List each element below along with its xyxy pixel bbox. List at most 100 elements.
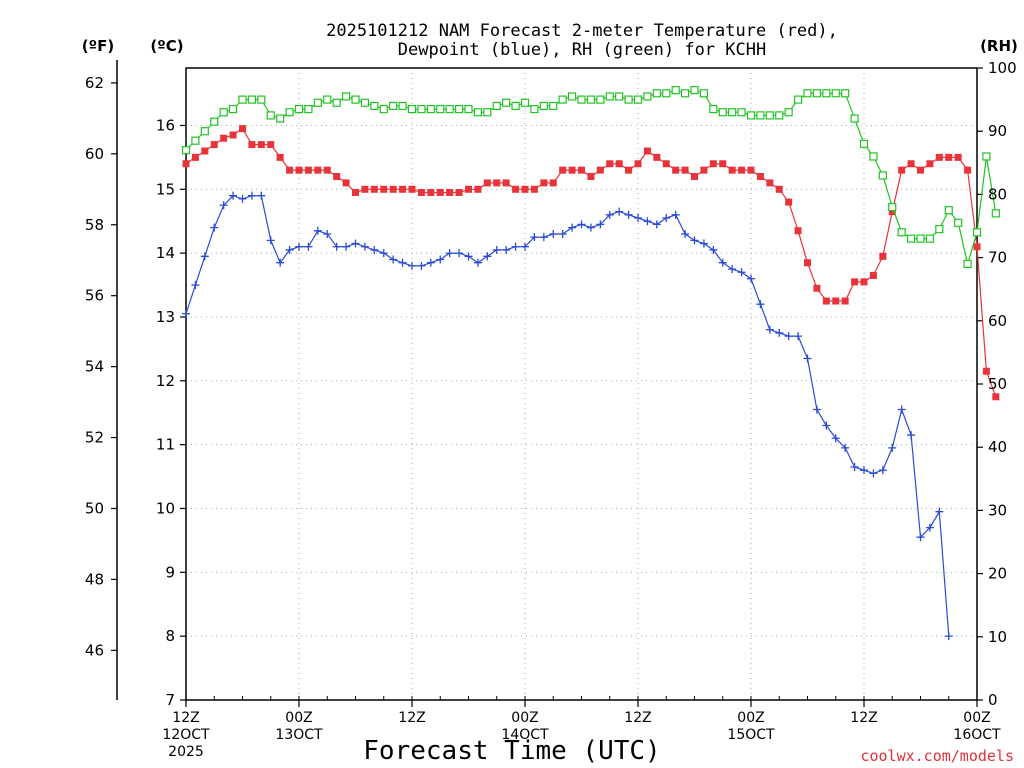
temperature-point: [370, 185, 378, 193]
temperature-point: [747, 166, 755, 174]
temperature-point: [267, 141, 275, 149]
rh-point: [972, 228, 982, 237]
temperature-point: [935, 153, 943, 161]
x-tick-label: 00Z: [963, 710, 990, 726]
temperature-point: [549, 179, 557, 187]
rh-point: [699, 89, 709, 98]
temperature-point: [615, 160, 623, 168]
data-series: [181, 86, 1000, 641]
dewpoint-point: [615, 207, 624, 216]
dewpoint-point: [718, 258, 727, 267]
rh-tick-label: 80: [988, 185, 1007, 203]
temperature-point: [333, 173, 341, 181]
dewpoint-point: [850, 462, 859, 471]
temperature-point: [766, 179, 774, 187]
rh-point: [709, 104, 718, 114]
dewpoint-point: [662, 214, 671, 223]
temperature-point: [191, 153, 199, 161]
x-tick-label: 15OCT: [727, 727, 775, 743]
celsius-tick-label: 12: [156, 372, 175, 390]
celsius-unit-label: (ºC): [150, 37, 183, 55]
rh-point: [878, 171, 887, 180]
rh-point: [549, 101, 558, 111]
temperature-point: [257, 141, 265, 149]
celsius-tick-label: 15: [156, 180, 175, 198]
dewpoint-point: [944, 632, 953, 641]
rh-point: [407, 104, 417, 114]
temperature-point: [389, 185, 397, 193]
temperature-point: [483, 179, 491, 187]
rh-tick-label: 50: [988, 375, 1007, 393]
dewpoint-point: [549, 229, 558, 238]
dewpoint-line: [185, 195, 950, 637]
rh-point: [436, 104, 445, 114]
dewpoint-point: [568, 223, 577, 232]
rh-point: [671, 86, 680, 95]
dewpoint-point: [681, 229, 690, 238]
fahrenheit-tick-label: 46: [85, 641, 104, 659]
grid-lines: [185, 68, 978, 701]
rh-point: [351, 95, 360, 104]
temperature-point: [719, 160, 727, 168]
dewpoint-point: [521, 242, 529, 251]
dewpoint-point: [728, 265, 737, 274]
dewpoint-point: [907, 431, 916, 440]
temperature-point: [964, 166, 972, 174]
temperature-point: [992, 393, 1000, 401]
temperature-point: [286, 166, 294, 174]
dewpoint-point: [586, 223, 595, 232]
dewpoint-point: [238, 194, 247, 203]
rh-point: [633, 95, 643, 104]
temperature-point: [502, 179, 510, 187]
temperature-point: [201, 147, 209, 155]
dewpoint-point: [473, 258, 482, 267]
dewpoint-point: [436, 255, 445, 264]
chart-title-line2: Dewpoint (blue), RH (green) for KCHH: [398, 40, 766, 60]
rh-point: [257, 95, 266, 104]
dewpoint-point: [558, 229, 567, 238]
rh-point: [784, 108, 793, 117]
x-tick-label: 12Z: [850, 710, 877, 726]
celsius-tick-label: 9: [165, 563, 175, 581]
rh-point: [718, 108, 727, 117]
dewpoint-point: [605, 210, 614, 219]
dewpoint-point: [897, 405, 906, 414]
temperature-point: [794, 227, 802, 235]
dewpoint-point: [276, 258, 285, 267]
dewpoint-point: [247, 191, 256, 200]
temperature-point: [455, 188, 463, 196]
dewpoint-point: [709, 245, 718, 254]
temperature-point: [314, 166, 322, 174]
rh-point: [906, 234, 916, 243]
rh-point: [426, 104, 435, 114]
x-tick-label: 12Z: [172, 710, 199, 726]
temperature-point: [248, 141, 256, 149]
rh-point: [417, 104, 426, 114]
temperature-point: [653, 153, 661, 161]
dewpoint-point: [775, 328, 784, 337]
dewpoint-point: [643, 217, 652, 226]
dewpoint-point: [219, 201, 228, 210]
rh-point: [210, 117, 219, 126]
rh-point: [690, 86, 699, 95]
temperature-point: [399, 185, 407, 193]
temperature-point: [493, 179, 501, 187]
rh-point: [605, 92, 614, 101]
temperature-point: [785, 198, 793, 206]
rh-tick-label: 40: [988, 438, 1007, 456]
rh-point: [276, 114, 285, 123]
dewpoint-point: [285, 245, 294, 254]
celsius-tick-label: 13: [156, 308, 175, 326]
rh-point: [737, 108, 746, 117]
rh-point: [793, 95, 803, 104]
rh-point: [728, 108, 737, 117]
rh-point: [341, 92, 351, 101]
rh-tick-label: 90: [988, 122, 1007, 140]
rh-point: [615, 92, 624, 101]
rh-point: [492, 101, 501, 111]
x-tick-label: 12OCT: [162, 727, 210, 743]
temperature-series: [182, 125, 1000, 401]
temperature-point: [530, 185, 538, 193]
temperature-point: [813, 284, 821, 292]
rh-point: [266, 111, 275, 120]
